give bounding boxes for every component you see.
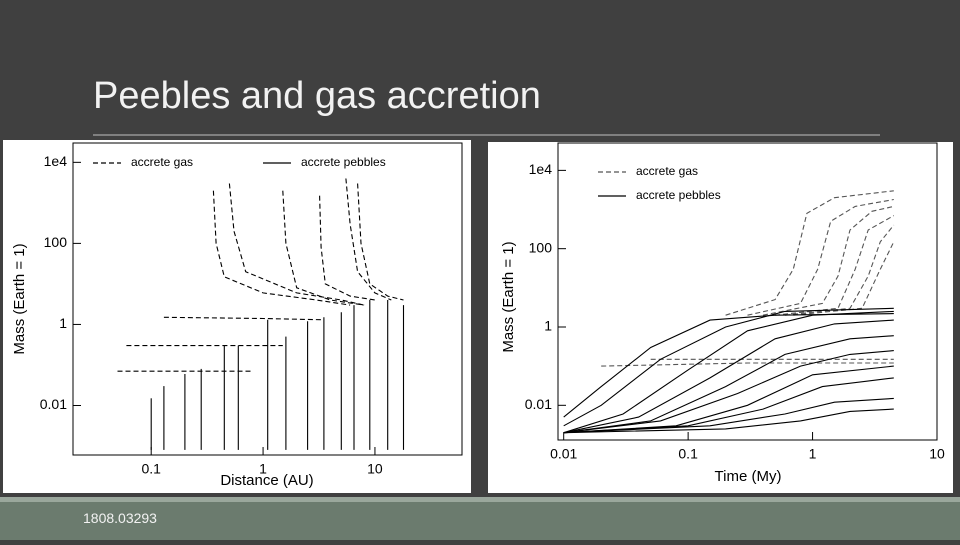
y-tick-label: 100 bbox=[529, 239, 553, 255]
legend-label: accrete gas bbox=[131, 155, 193, 169]
track-line bbox=[563, 307, 894, 427]
track-line bbox=[563, 350, 894, 434]
y-tick-label: 1e4 bbox=[529, 161, 553, 177]
track-line bbox=[228, 183, 365, 306]
legend-label: accrete pebbles bbox=[301, 155, 386, 169]
footer-band bbox=[0, 502, 960, 540]
plot-area bbox=[117, 178, 405, 450]
x-tick-label: 0.01 bbox=[550, 446, 577, 462]
x-axis-label: Time (My) bbox=[715, 468, 782, 485]
x-axis-label: Distance (AU) bbox=[220, 472, 313, 489]
track-line bbox=[163, 316, 324, 321]
footer-text: 1808.03293 bbox=[83, 510, 157, 526]
y-tick-label: 100 bbox=[44, 234, 68, 250]
chart-panel bbox=[3, 140, 471, 493]
track-line bbox=[563, 313, 894, 418]
x-tick-label: 10 bbox=[929, 446, 945, 462]
x-tick-label: 0.1 bbox=[141, 461, 161, 477]
legend-label: accrete gas bbox=[636, 164, 698, 178]
track-line bbox=[563, 408, 894, 434]
footer-stripe bbox=[0, 497, 960, 502]
track-line bbox=[282, 190, 365, 306]
chart: 0.01 0.1 1 10 0.01 1 100 1e4 Time (My) Mass (Eart… bbox=[488, 142, 953, 493]
track-line bbox=[762, 205, 894, 316]
y-axis-label: Mass (Earth = 1) bbox=[11, 243, 28, 354]
y-tick-label: 1 bbox=[59, 315, 67, 331]
track-line bbox=[601, 362, 894, 367]
y-tick-label: 0.01 bbox=[525, 396, 552, 412]
y-tick-label: 0.01 bbox=[40, 396, 67, 412]
track-line bbox=[563, 397, 894, 434]
track-line bbox=[563, 319, 894, 434]
y-axis-label: Mass (Earth = 1) bbox=[500, 241, 517, 352]
track-line bbox=[212, 190, 351, 306]
track-line bbox=[563, 377, 894, 434]
x-tick-label: 1 bbox=[259, 461, 267, 477]
plot-area bbox=[563, 190, 895, 434]
y-tick-label: 1e4 bbox=[44, 153, 68, 169]
x-tick-label: 10 bbox=[367, 461, 383, 477]
chart-panel bbox=[488, 142, 953, 493]
axes-frame bbox=[557, 142, 938, 441]
track-line bbox=[563, 335, 894, 434]
x-tick-label: 0.1 bbox=[678, 446, 698, 462]
track-line bbox=[793, 241, 895, 316]
y-tick-label: 1 bbox=[544, 318, 552, 334]
legend-label: accrete pebbles bbox=[636, 188, 721, 202]
x-tick-label: 1 bbox=[809, 446, 817, 462]
track-line bbox=[747, 198, 894, 316]
chart: 0.1 1 10 0.01 1 100 1e4 Distance (AU) Mass (Eart… bbox=[3, 140, 471, 493]
track-line bbox=[357, 183, 404, 301]
track-line bbox=[319, 195, 375, 301]
track-line bbox=[725, 190, 894, 316]
slide-title: Peebles and gas accretion bbox=[93, 75, 541, 117]
axes-frame bbox=[72, 142, 463, 456]
